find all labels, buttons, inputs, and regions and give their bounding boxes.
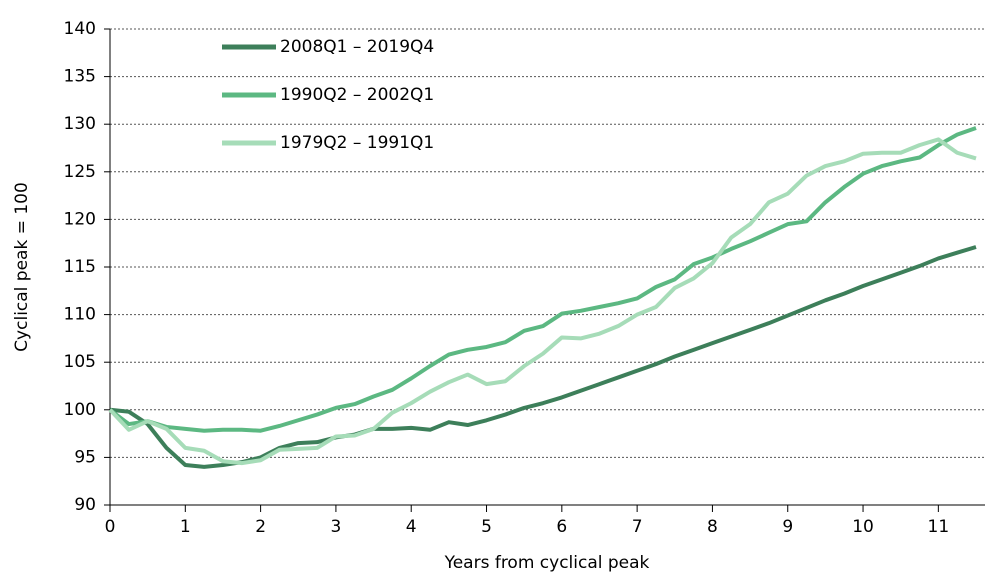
y-tick-label: 110 [64,305,96,325]
legend-label: 2008Q1 – 2019Q4 [280,37,434,57]
y-tick-label: 120 [64,209,96,229]
series-line [109,245,977,469]
x-tick-label: 7 [632,517,643,537]
y-axis-label: Cyclical peak = 100 [12,182,32,352]
y-tick-label: 100 [64,400,96,420]
y-tick-label: 125 [64,162,96,182]
y-tick-label: 90 [74,495,96,515]
x-tick-label: 0 [105,517,116,537]
y-tick-label: 135 [64,67,96,87]
y-tick-label: 95 [74,447,96,467]
legend-label: 1979Q2 – 1991Q1 [280,133,434,153]
y-tick-label: 130 [64,114,96,134]
x-axis-label: Years from cyclical peak [444,553,650,573]
x-tick-label: 9 [782,517,793,537]
x-tick-label: 6 [556,517,567,537]
x-tick-label: 3 [330,517,341,537]
legend-label: 1990Q2 – 2002Q1 [280,85,434,105]
x-tick-label: 2 [255,517,266,537]
x-tick-label: 11 [928,517,950,537]
series-line [108,126,977,433]
series-line [108,137,977,466]
y-tick-label: 140 [64,19,96,39]
y-tick-label: 105 [64,352,96,372]
y-tick-label: 115 [64,257,96,277]
x-tick-label: 5 [481,517,492,537]
x-tick-label: 8 [707,517,718,537]
x-tick-label: 1 [180,517,191,537]
x-tick-label: 10 [852,517,874,537]
x-tick-label: 4 [406,517,417,537]
